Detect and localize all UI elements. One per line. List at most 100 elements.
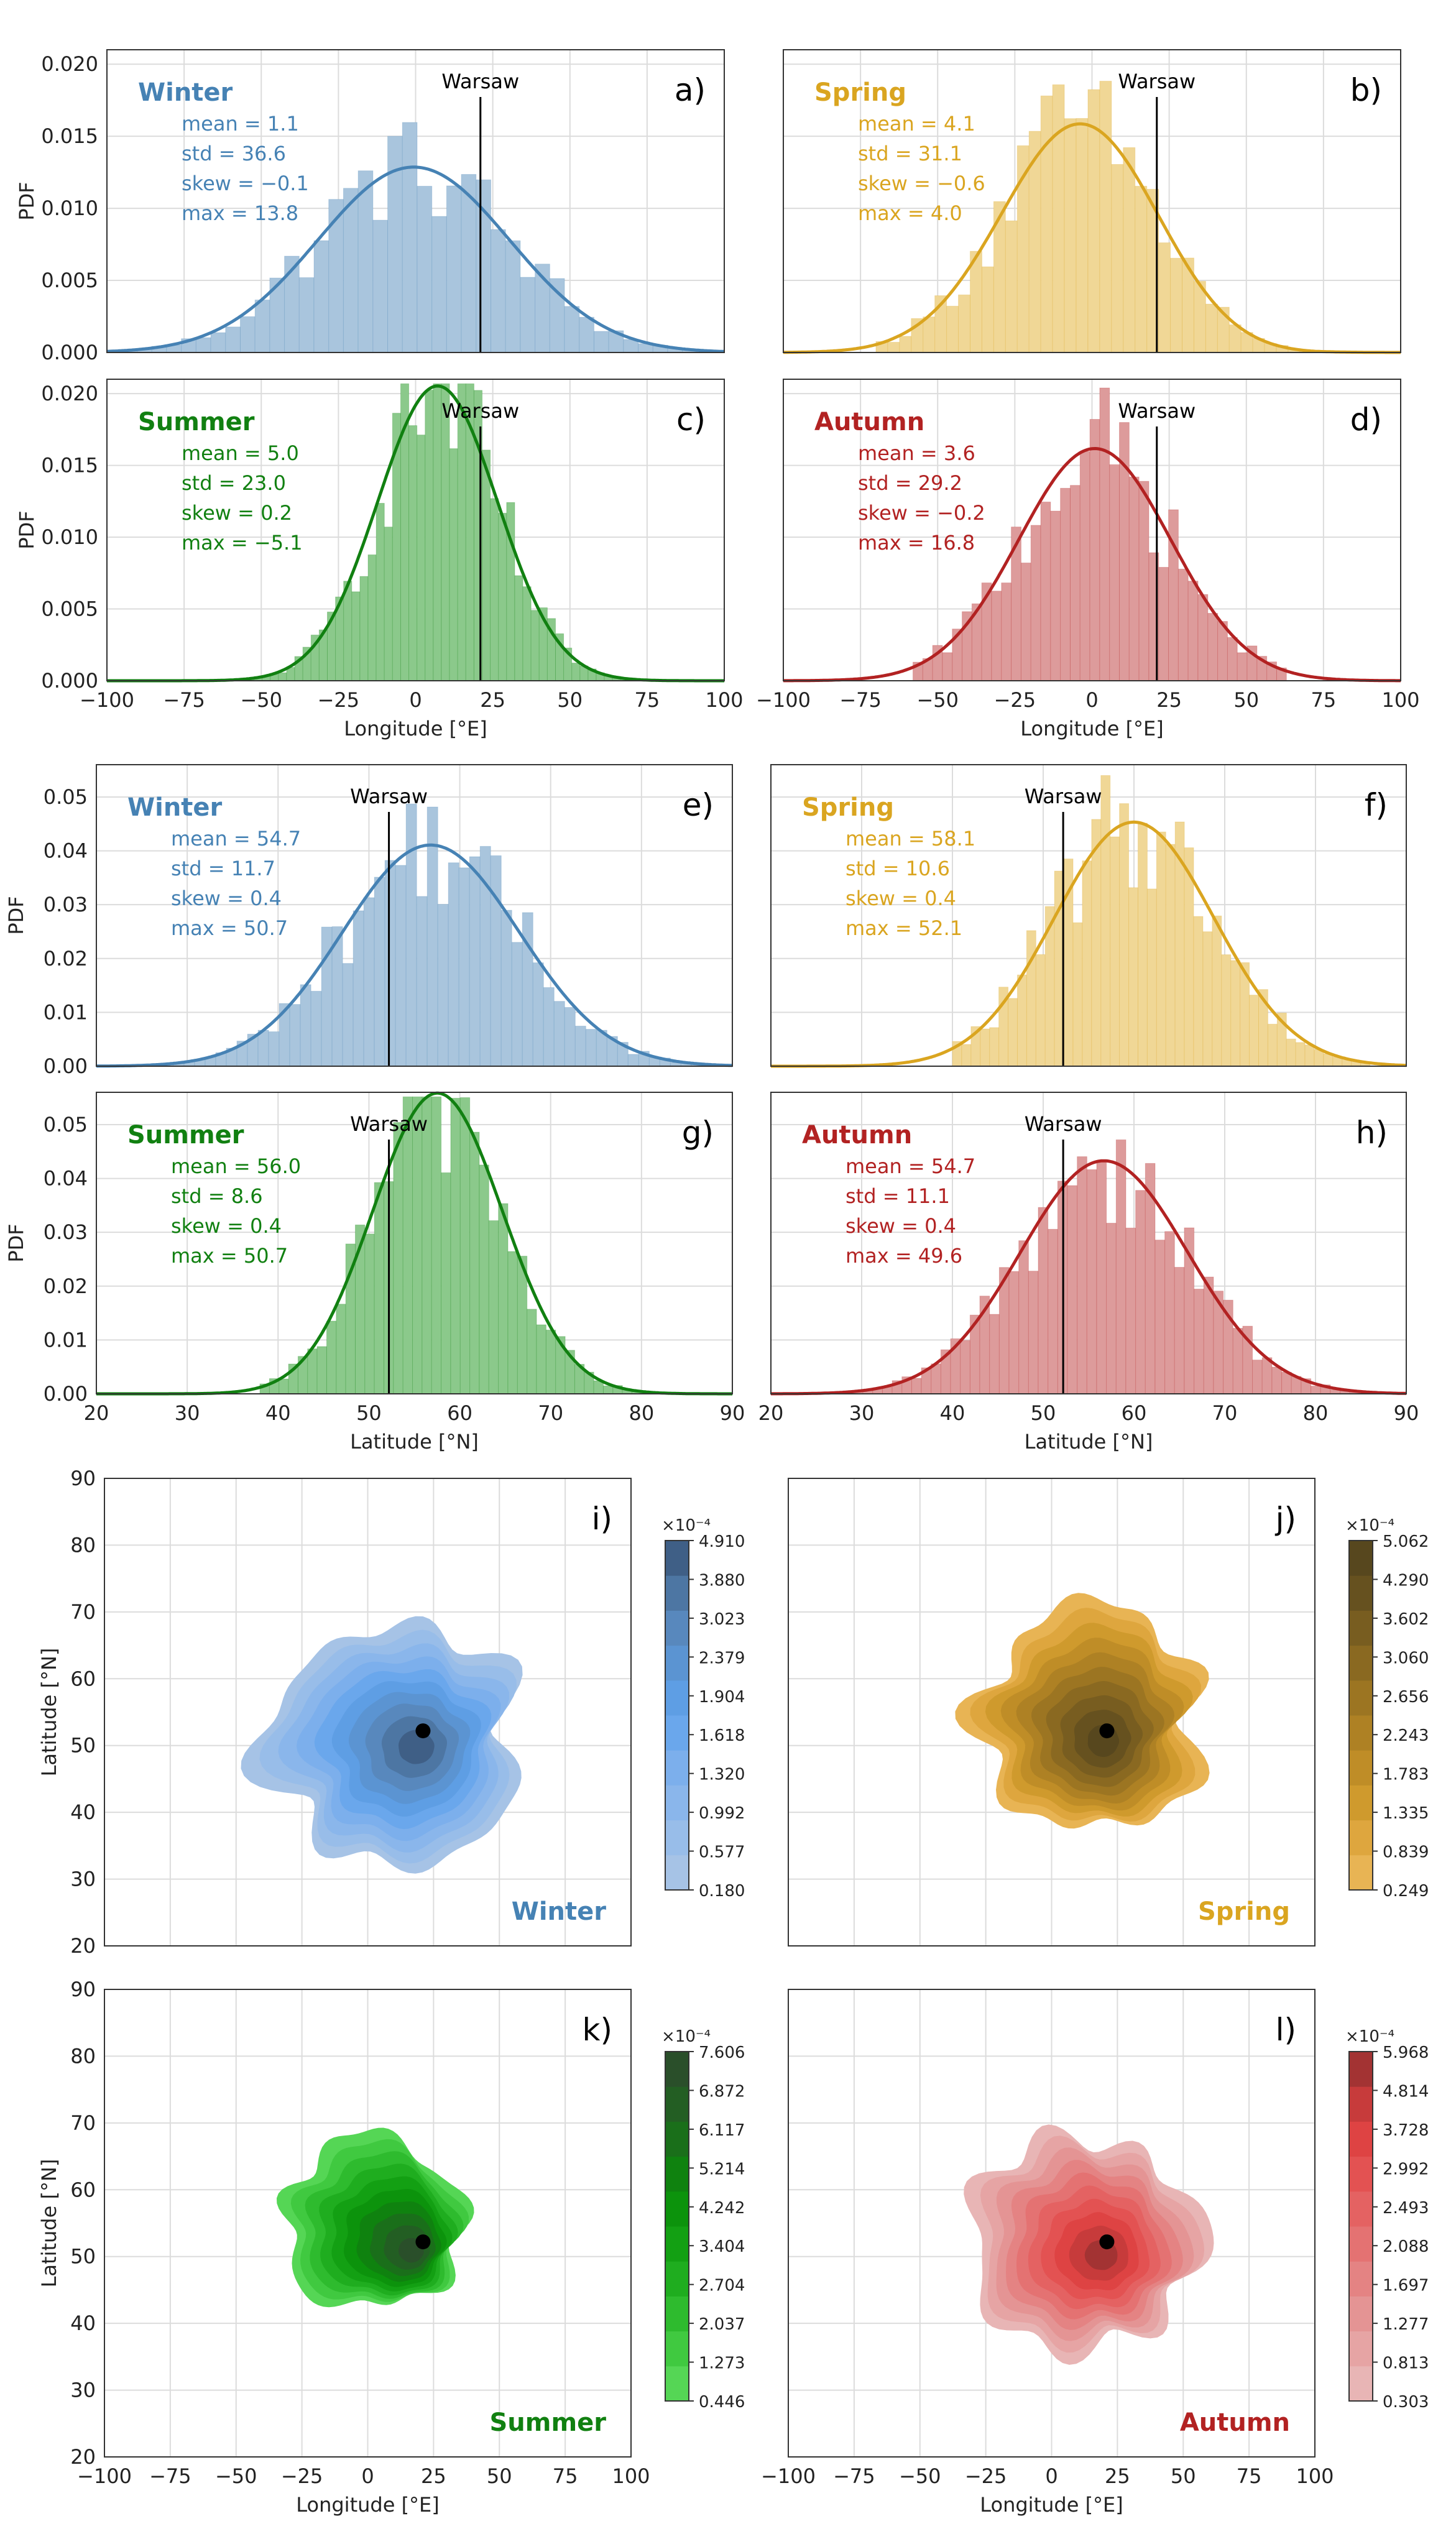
y-tick-label: 0.020 [41, 52, 98, 76]
histogram-bar [1099, 81, 1112, 353]
colorbar-tick-label: 3.602 [1383, 1610, 1429, 1629]
histogram-bar [316, 1346, 327, 1394]
colorbar-segment [665, 2052, 689, 2087]
histogram-bar [1170, 257, 1183, 353]
x-tick-label: 80 [629, 1401, 654, 1425]
x-axis-label: Longitude [°E] [980, 2493, 1123, 2517]
stat-text: max = 49.6 [845, 1244, 962, 1268]
season-label: Spring [814, 78, 906, 107]
histogram-bar [1135, 1190, 1146, 1394]
warsaw-label: Warsaw [1025, 785, 1102, 808]
x-tick-label: 50 [356, 1401, 382, 1425]
x-tick-label: −75 [839, 688, 882, 712]
y-tick-label: 0.010 [41, 525, 98, 549]
histogram-bar [402, 1096, 413, 1394]
stat-text: skew = −0.1 [182, 172, 309, 195]
histogram-bar [1128, 476, 1140, 681]
x-tick-label: 25 [421, 2464, 446, 2488]
histogram-bar [328, 199, 344, 353]
histogram-bar [417, 186, 433, 353]
colorbar-tick-label: 4.910 [699, 1532, 745, 1551]
panel-label: a) [675, 72, 706, 108]
histogram-bar [298, 277, 315, 353]
axes-frame [96, 764, 733, 1067]
colorbar-tick-label: 2.243 [1383, 1726, 1429, 1745]
histogram-bar [307, 1348, 318, 1394]
histogram-bar [1230, 960, 1241, 1067]
histogram-bar [364, 1233, 375, 1394]
colorbar-scale-label: ×10⁻⁴ [1345, 1516, 1394, 1535]
histogram-bar [1008, 998, 1018, 1067]
histogram-bar [441, 383, 450, 681]
density-contour [399, 1730, 435, 1764]
axes-frame [770, 764, 1407, 1067]
histogram-bar [367, 554, 377, 681]
histogram-bar [431, 216, 447, 353]
y-tick-label: 0.03 [44, 893, 88, 916]
warsaw-marker [1099, 1723, 1115, 1739]
season-label: Autumn [1180, 2408, 1290, 2437]
histogram-bar [268, 1031, 280, 1067]
histogram-bar [278, 672, 287, 681]
histogram-bar [958, 294, 971, 353]
kde-line [783, 446, 1401, 683]
histogram-bar [1125, 1227, 1136, 1394]
kde-line [771, 1159, 1407, 1396]
stat-text: mean = 4.1 [858, 112, 975, 136]
histogram-bar [310, 990, 322, 1067]
histogram-bar [1311, 1386, 1321, 1394]
histogram-bar [1115, 1139, 1127, 1394]
colorbar-segment [665, 1715, 689, 1751]
y-axis-label: PDF [4, 1223, 28, 1262]
histogram-bar [1267, 1023, 1278, 1067]
y-tick-label: 0.015 [41, 124, 98, 148]
histogram-bar [1109, 464, 1120, 681]
colorbar-segment [665, 2226, 689, 2262]
y-tick-label: 0.020 [41, 382, 98, 405]
histogram-bar [342, 963, 354, 1067]
histogram-bar [1091, 819, 1102, 1067]
colorbar-tick-label: 0.577 [699, 1843, 745, 1862]
histogram-bar [574, 1025, 586, 1067]
histogram-bar [393, 1122, 403, 1394]
colorbar-segment [1349, 1750, 1373, 1785]
y-tick-label: 80 [70, 1533, 96, 1557]
histogram-bar [254, 299, 270, 353]
histogram-bar [239, 316, 256, 353]
histogram-bar [514, 575, 523, 681]
histogram-bar [343, 188, 359, 353]
x-tick-label: 50 [1233, 688, 1259, 712]
kde-line [783, 122, 1401, 354]
warsaw-label: Warsaw [1118, 70, 1196, 93]
colorbar-segment [1349, 2052, 1373, 2087]
axes-frame [106, 379, 725, 681]
histogram-bar [457, 383, 466, 681]
panel-label: f) [1365, 787, 1388, 823]
histogram-bar [431, 1096, 442, 1394]
panel-label: b) [1350, 72, 1382, 108]
x-tick-label: −75 [833, 2464, 875, 2488]
axes-frame [788, 1989, 1315, 2458]
histogram-bar [449, 448, 458, 681]
warsaw-label: Warsaw [441, 70, 519, 93]
histogram-bar [1286, 1038, 1296, 1067]
histogram-bar [1086, 1169, 1097, 1394]
histogram-bar [1035, 954, 1046, 1067]
histogram-bar [1135, 185, 1148, 353]
histogram-bar [1060, 487, 1071, 681]
stat-text: skew = 0.2 [182, 501, 292, 525]
axes-frame [106, 49, 725, 353]
histogram-bar [960, 1340, 970, 1394]
histogram-bar [490, 498, 499, 681]
colorbar-tick-label: 0.249 [1383, 1882, 1429, 1900]
panel-e: Warsaw Winter mean = 54.7 std = 11.7 skew = … [4, 764, 733, 1078]
histogram-bar [585, 1029, 597, 1067]
histogram-bar [351, 591, 361, 681]
histogram-bar [1271, 1366, 1283, 1394]
histogram-bar [279, 1378, 289, 1394]
histogram-bar [520, 277, 536, 353]
histogram-bar [571, 662, 581, 681]
y-tick-label: 0.010 [41, 196, 98, 220]
season-label: Winter [127, 793, 223, 822]
colorbar-segment [1349, 1575, 1373, 1611]
